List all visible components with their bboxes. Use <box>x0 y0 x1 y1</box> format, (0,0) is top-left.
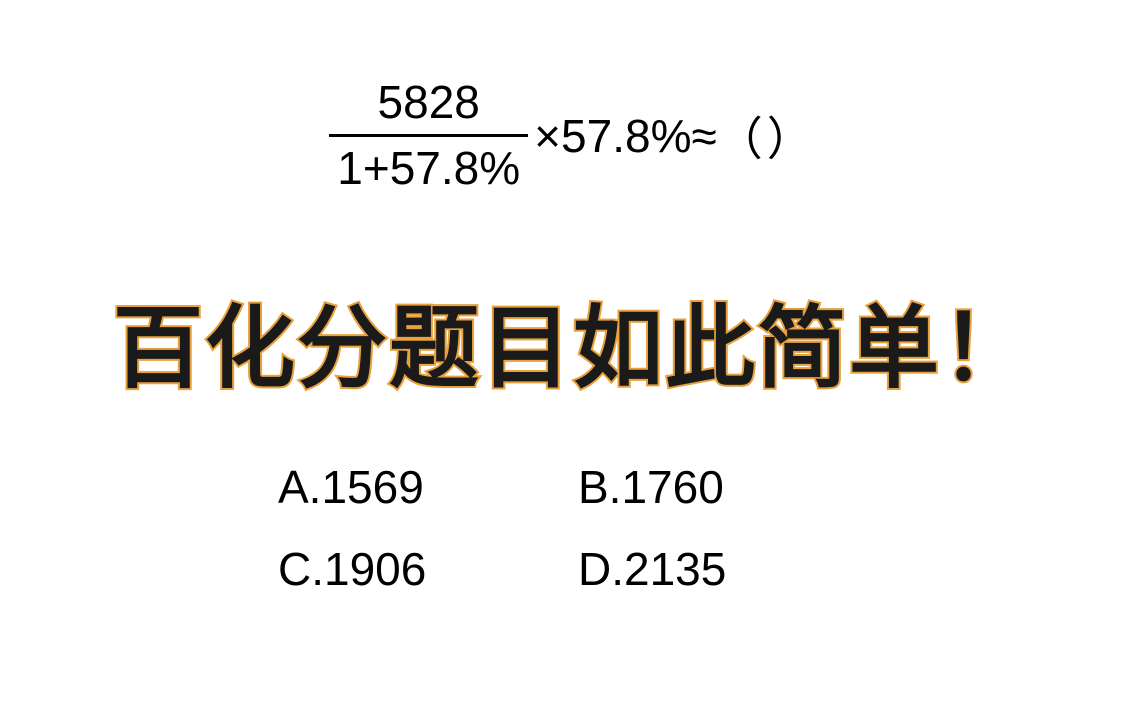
option-a: A.1569 <box>278 460 568 514</box>
equation-blank: （） <box>717 103 817 169</box>
equation-rest: ×57.8%≈ （） <box>534 103 817 169</box>
option-c: C.1906 <box>278 542 568 596</box>
options-container: A.1569 B.1760 C.1906 D.2135 <box>0 460 1146 596</box>
equation-multiplier: ×57.8%≈ <box>534 109 717 163</box>
option-b: B.1760 <box>578 460 868 514</box>
option-d: D.2135 <box>578 542 868 596</box>
equation-row: 5828 1+57.8% ×57.8%≈ （） <box>0 75 1146 196</box>
fraction-denominator: 1+57.8% <box>329 137 528 196</box>
headline-text: 百化分题目如此简单！ <box>0 275 1146 405</box>
options-grid: A.1569 B.1760 C.1906 D.2135 <box>278 460 868 596</box>
fraction-numerator: 5828 <box>370 75 488 134</box>
fraction: 5828 1+57.8% <box>329 75 528 196</box>
